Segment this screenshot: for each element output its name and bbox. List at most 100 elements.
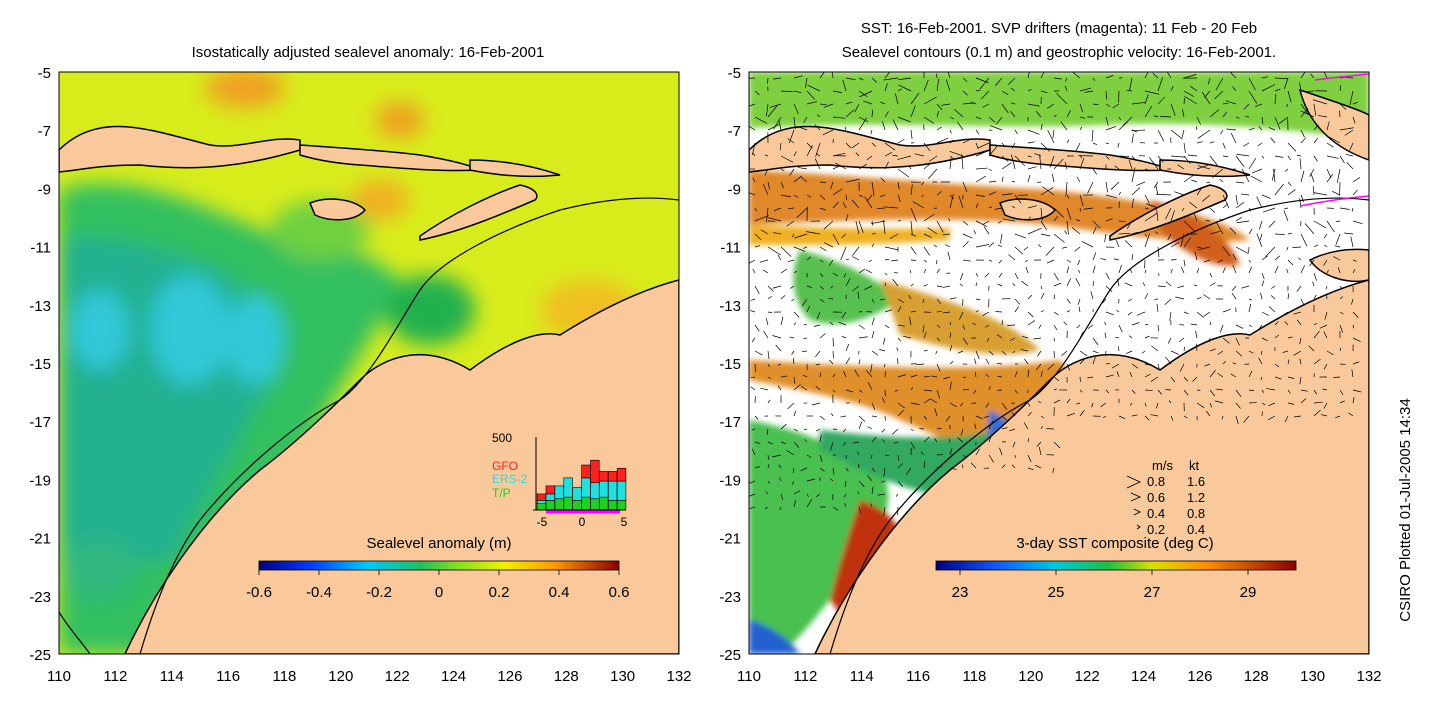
right-x-tick-label: 132 — [1356, 668, 1381, 685]
right-y-tick-label: -5 — [728, 65, 741, 82]
velocity-arrow — [1080, 377, 1081, 382]
right-x-tick-label: 126 — [1187, 668, 1212, 685]
sst-colorbar-tick-label: 25 — [1048, 584, 1065, 601]
inset-bar-ers — [582, 478, 591, 497]
inset-bar-tp — [564, 497, 573, 510]
inset-bar-ers — [573, 488, 582, 501]
left-y-tick-label: -17 — [29, 414, 51, 431]
inset-bar-tp — [555, 499, 564, 510]
right-y-tick-label: -23 — [719, 589, 741, 606]
sst-colorbar-tick-label: 23 — [952, 584, 969, 601]
right-x-tick-label: 112 — [793, 668, 817, 685]
left-y-tick-label: -9 — [38, 181, 51, 198]
sst-map-panel: SST: 16-Feb-2001. SVP drifters (magenta)… — [719, 20, 1381, 685]
inset-legend-tp: T/P — [492, 486, 511, 500]
left-x-tick-label: 124 — [441, 668, 466, 685]
right-x-tick-label: 124 — [1131, 668, 1156, 685]
left-x-tick-label: 114 — [160, 668, 184, 685]
sealevel-colorbar-label: Sealevel anomaly (m) — [366, 535, 511, 552]
right-y-tick-label: -9 — [728, 181, 741, 198]
sealevel-colorbar-tick-label: 0.6 — [609, 584, 630, 601]
inset-bar-tp — [582, 497, 591, 510]
inset-bar-ers — [564, 478, 573, 497]
inset-bar-ers — [537, 500, 546, 503]
inset-bar-gfo — [599, 471, 608, 481]
velocity-legend-kt-3: 0.8 — [1187, 506, 1205, 521]
left-y-tick-label: -11 — [30, 240, 51, 257]
inset-bar-gfo — [591, 460, 600, 482]
left-x-tick-label: 120 — [328, 668, 353, 685]
inset-ytick: 500 — [492, 431, 512, 445]
left-x-tick-label: 130 — [610, 668, 635, 685]
sst-map-title-line1: SST: 16-Feb-2001. SVP drifters (magenta)… — [861, 20, 1257, 37]
velocity-legend-header-ms: m/s — [1152, 458, 1173, 473]
inset-bar-gfo — [617, 468, 626, 481]
right-x-tick-label: 110 — [737, 668, 761, 685]
sst-map-title-line2: Sealevel contours (0.1 m) and geostrophi… — [842, 44, 1276, 61]
left-x-tick-label: 132 — [666, 668, 691, 685]
right-x-tick-label: 118 — [962, 668, 986, 685]
sealevel-map-title: Isostatically adjusted sealevel anomaly:… — [192, 44, 545, 61]
velocity-arrow — [820, 182, 826, 183]
sealevel-colorbar-tick-label: 0 — [435, 584, 443, 601]
left-x-tick-label: 118 — [272, 668, 296, 685]
left-y-tick-label: -13 — [29, 298, 51, 315]
inset-bar-ers — [546, 494, 555, 500]
csiro-plot-credit: CSIRO Plotted 01-Jul-2005 14:34 — [1397, 398, 1414, 621]
velocity-legend-header-kt: kt — [1189, 458, 1200, 473]
inset-bar-ers — [617, 481, 626, 500]
inset-bar-tp — [546, 500, 555, 510]
inset-xtick-0: 0 — [579, 515, 586, 529]
right-x-tick-label: 130 — [1300, 668, 1325, 685]
sealevel-map-panel: Isostatically adjusted sealevel anomaly:… — [29, 44, 691, 685]
right-y-tick-label: -17 — [719, 414, 741, 431]
right-y-tick-label: -13 — [719, 298, 741, 315]
inset-bar-tp — [608, 500, 617, 510]
sealevel-colorbar-tick-label: -0.6 — [246, 584, 272, 601]
sst-colorbar-tick-label: 29 — [1240, 584, 1257, 601]
sst-colorbar-tick-label: 27 — [1144, 584, 1161, 601]
left-y-tick-label: -15 — [29, 356, 51, 373]
inset-legend-ers2: ERS-2 — [492, 472, 528, 486]
left-x-tick-label: 112 — [103, 668, 127, 685]
inset-bar-tp — [617, 500, 626, 510]
inset-bar-gfo — [537, 494, 546, 500]
left-y-tick-label: -5 — [38, 65, 51, 82]
sealevel-colorbar-tick-label: -0.2 — [366, 584, 392, 601]
inset-bar-ers — [555, 486, 564, 499]
inset-bar-gfo — [582, 465, 591, 478]
sealevel-colorbar-tick-label: 0.4 — [549, 584, 570, 601]
inset-bar-ers — [608, 481, 617, 500]
right-x-tick-label: 120 — [1018, 668, 1043, 685]
left-x-tick-label: 122 — [385, 668, 410, 685]
right-y-axis-ticks: -5-7-9-11-13-15-17-19-21-23-25 — [719, 65, 741, 664]
left-y-tick-label: -21 — [29, 531, 51, 548]
inset-xtick-neg5: -5 — [537, 515, 548, 529]
inset-legend-gfo: GFO — [492, 459, 518, 473]
inset-bar-ers — [599, 481, 608, 497]
left-x-tick-label: 116 — [216, 668, 240, 685]
inset-bar-tp — [591, 499, 600, 510]
velocity-legend-kt-1: 1.6 — [1187, 474, 1205, 489]
velocity-legend-ms-2: 0.6 — [1147, 490, 1165, 505]
right-y-tick-label: -21 — [719, 531, 741, 548]
right-y-tick-label: -19 — [719, 472, 741, 489]
inset-bar-tp — [573, 500, 582, 510]
left-y-axis-ticks: -5-7-9-11-13-15-17-19-21-23-25 — [29, 65, 51, 664]
sst-colorbar-label: 3-day SST composite (deg C) — [1016, 535, 1213, 552]
right-y-tick-label: -25 — [719, 647, 741, 664]
inset-bar-gfo — [546, 486, 555, 494]
right-y-tick-label: -7 — [728, 123, 741, 140]
left-x-tick-label: 128 — [554, 668, 579, 685]
right-x-tick-label: 128 — [1244, 668, 1269, 685]
velocity-legend-ms-1: 0.8 — [1147, 474, 1165, 489]
inset-xtick-5: 5 — [621, 515, 628, 529]
left-y-tick-label: -25 — [29, 647, 51, 664]
right-y-tick-label: -11 — [720, 240, 741, 257]
sealevel-colorbar-tick-label: -0.4 — [306, 584, 332, 601]
inset-bar-tp — [537, 504, 546, 510]
left-x-tick-label: 110 — [47, 668, 71, 685]
